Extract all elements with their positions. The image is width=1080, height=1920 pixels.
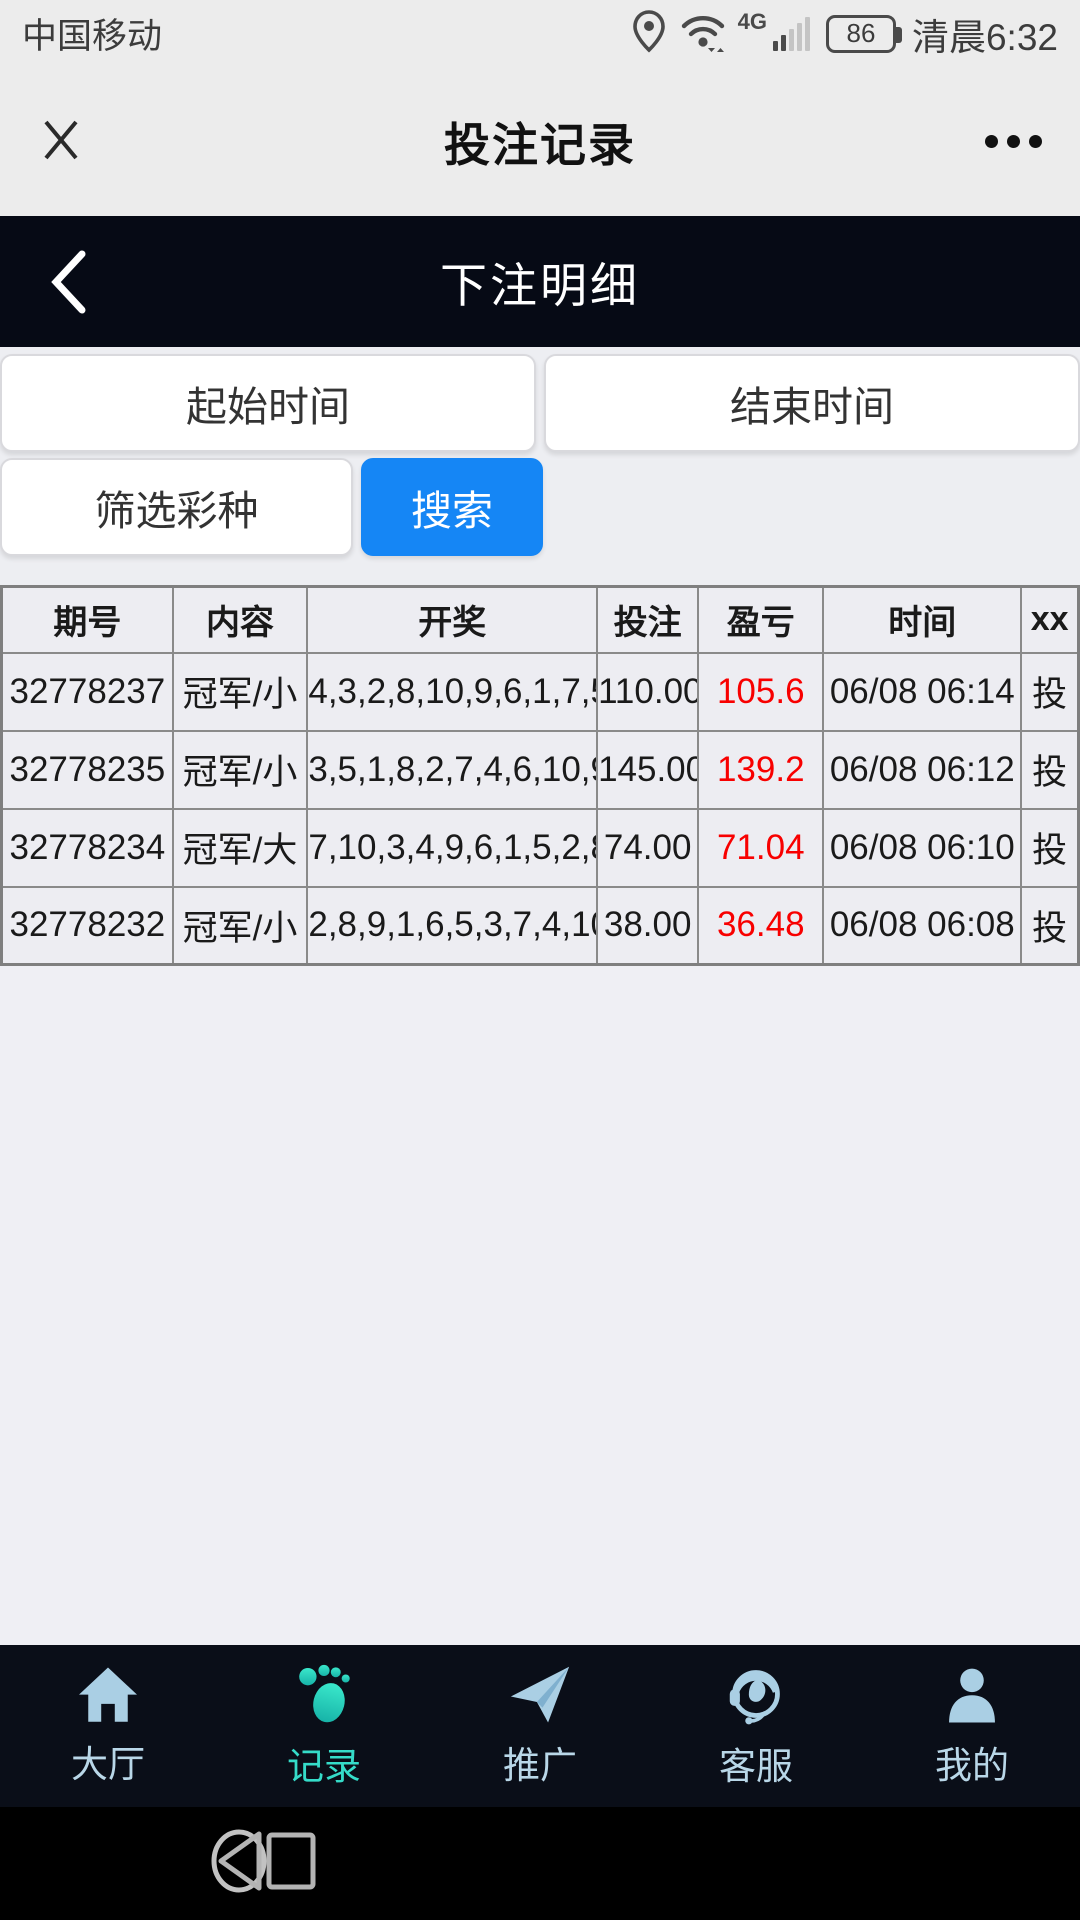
lottery-filter-button[interactable]: 筛选彩种 <box>0 458 353 556</box>
cell-period: 32778237 <box>0 651 174 732</box>
tab-label: 我的 <box>935 1744 1009 1786</box>
back-nav-icon[interactable] <box>211 1828 267 1899</box>
cell-time: 06/08 06:14 <box>822 651 1023 732</box>
cell-profit: 36.48 <box>697 885 825 966</box>
status-icons: 4G 86 清晨6:32 <box>630 7 1058 61</box>
table-row: 32778237 冠军/小 4,3,2,8,10,9,6,1,7,5 110.0… <box>0 651 1080 732</box>
wifi-icon <box>678 9 728 58</box>
tab-label: 记录 <box>287 1745 361 1787</box>
end-time-button[interactable]: 结束时间 <box>544 354 1080 452</box>
start-time-button[interactable]: 起始时间 <box>0 354 536 452</box>
cell-bet: 145.00 <box>596 729 700 810</box>
col-header-period: 期号 <box>0 585 174 654</box>
sub-nav-title: 下注明细 <box>440 259 640 312</box>
status-bar: 中国移动 4G 86 清晨6:32 <box>0 0 1080 67</box>
tab-records[interactable]: 记录 <box>216 1645 432 1807</box>
cell-content: 冠军/小 <box>171 651 309 732</box>
cell-action[interactable]: 投 <box>1020 729 1080 810</box>
location-icon <box>630 9 668 58</box>
app-header: 投注记录 <box>0 67 1080 216</box>
col-header-bet: 投注 <box>596 585 700 654</box>
col-header-time: 时间 <box>822 585 1023 654</box>
table-row: 32778234 冠军/大 7,10,3,4,9,6,1,5,2,8 74.00… <box>0 807 1080 888</box>
cell-action[interactable]: 投 <box>1020 807 1080 888</box>
cell-content: 冠军/小 <box>171 729 309 810</box>
home-icon <box>77 1665 139 1728</box>
col-header-content: 内容 <box>171 585 309 654</box>
cell-bet: 110.00 <box>596 651 700 732</box>
cell-profit: 105.6 <box>697 651 825 732</box>
search-button[interactable]: 搜索 <box>361 458 543 556</box>
sub-nav-bar: 下注明细 <box>0 216 1080 347</box>
tab-label: 大厅 <box>71 1743 145 1785</box>
recents-icon[interactable] <box>265 1831 317 1896</box>
cell-profit: 139.2 <box>697 729 825 810</box>
bet-records-table: 期号 内容 开奖 投注 盈亏 时间 xx 32778237 冠军/小 4,3,2… <box>0 585 1080 966</box>
col-header-draw: 开奖 <box>306 585 599 654</box>
cell-bet: 74.00 <box>596 807 700 888</box>
tab-support[interactable]: 客服 <box>648 1645 864 1807</box>
cell-time: 06/08 06:12 <box>822 729 1023 810</box>
tab-mine[interactable]: 我的 <box>864 1645 1080 1807</box>
filter-section: 起始时间 结束时间 筛选彩种 搜索 <box>0 347 1080 585</box>
paper-plane-icon <box>509 1664 571 1729</box>
table-row: 32778232 冠军/小 2,8,9,1,6,5,3,7,4,10 38.00… <box>0 885 1080 966</box>
cell-action[interactable]: 投 <box>1020 651 1080 732</box>
home-nav-icon[interactable] <box>208 1828 270 1899</box>
bottom-tab-bar: 大厅 记录 推广 <box>0 1645 1080 1807</box>
cell-time: 06/08 06:08 <box>822 885 1023 966</box>
tab-promotion[interactable]: 推广 <box>432 1645 648 1807</box>
battery-icon: 86 <box>825 14 902 53</box>
battery-percent: 86 <box>846 18 876 48</box>
tab-label: 客服 <box>719 1745 793 1787</box>
col-header-profit: 盈亏 <box>697 585 825 654</box>
cell-profit: 71.04 <box>697 807 825 888</box>
carrier-label: 中国移动 <box>22 17 163 56</box>
network-type-label: 4G <box>737 8 767 34</box>
cell-content: 冠军/大 <box>171 807 309 888</box>
status-time: 清晨6:32 <box>911 16 1058 58</box>
table-header-row: 期号 内容 开奖 投注 盈亏 时间 xx <box>0 585 1080 654</box>
cell-time: 06/08 06:10 <box>822 807 1023 888</box>
tab-lobby[interactable]: 大厅 <box>0 1645 216 1807</box>
footprint-icon <box>293 1663 355 1730</box>
cell-period: 32778235 <box>0 729 174 810</box>
cell-period: 32778234 <box>0 807 174 888</box>
back-icon[interactable] <box>42 248 94 321</box>
android-nav-bar <box>0 1807 1080 1920</box>
more-menu-icon[interactable] <box>942 135 1042 148</box>
page-title: 投注记录 <box>444 118 636 171</box>
cell-bet: 38.00 <box>596 885 700 966</box>
cell-action[interactable]: 投 <box>1020 885 1080 966</box>
content-empty-area <box>0 966 1080 1645</box>
cell-draw: 7,10,3,4,9,6,1,5,2,8 <box>306 807 599 888</box>
col-header-action: xx <box>1020 585 1080 654</box>
cell-draw: 2,8,9,1,6,5,3,7,4,10 <box>306 885 599 966</box>
cell-draw: 4,3,2,8,10,9,6,1,7,5 <box>306 651 599 732</box>
signal-strength-icon <box>772 16 810 51</box>
tab-label: 推广 <box>503 1744 577 1786</box>
person-icon <box>941 1664 1003 1729</box>
cell-content: 冠军/小 <box>171 885 309 966</box>
headset-icon <box>725 1663 787 1730</box>
cell-draw: 3,5,1,8,2,7,4,6,10,9 <box>306 729 599 810</box>
close-icon[interactable] <box>38 116 138 167</box>
cell-period: 32778232 <box>0 885 174 966</box>
table-row: 32778235 冠军/小 3,5,1,8,2,7,4,6,10,9 145.0… <box>0 729 1080 810</box>
